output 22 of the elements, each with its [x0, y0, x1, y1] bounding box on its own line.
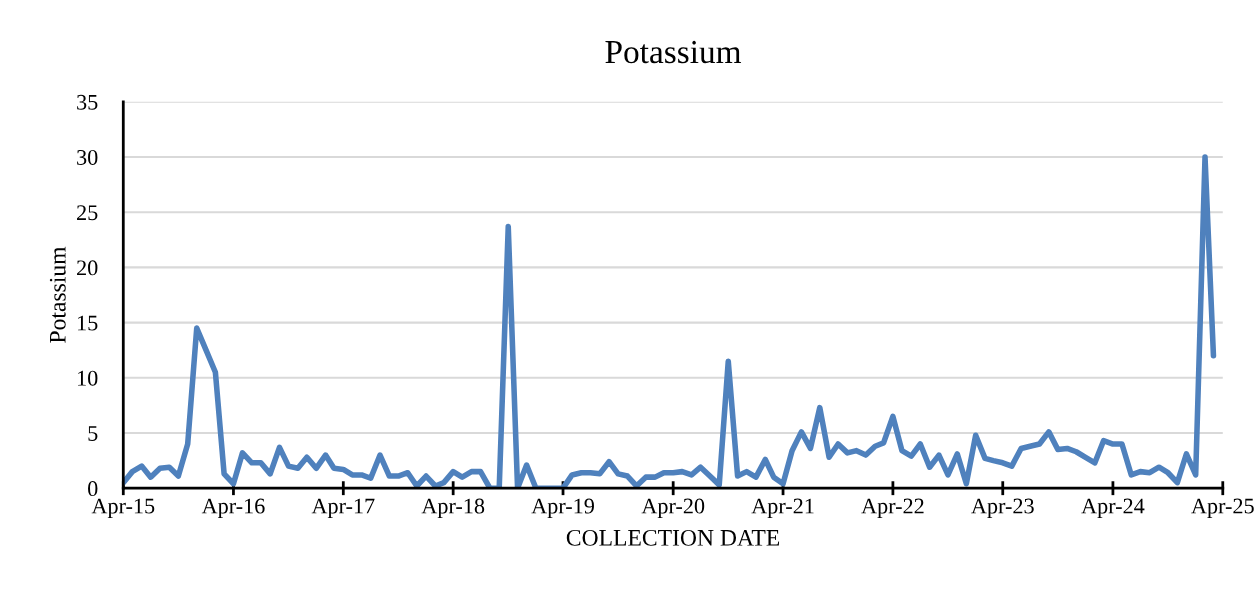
y-axis-title: Potassium — [49, 246, 66, 343]
y-tick-label: 20 — [77, 260, 98, 276]
x-tick-label: Apr-22 — [861, 498, 924, 519]
x-tick-label: Apr-19 — [531, 498, 594, 519]
x-axis-title: COLLECTION DATE — [566, 529, 780, 546]
y-tick-label: 0 — [88, 481, 98, 497]
y-tick-label: 10 — [78, 370, 98, 386]
x-tick-label: Apr-20 — [641, 498, 705, 519]
x-tick-label: Apr-15 — [91, 498, 155, 519]
chart-title: Potassium — [605, 40, 742, 64]
y-tick-label: 25 — [77, 205, 98, 221]
x-tick-label: Apr-18 — [421, 498, 485, 519]
x-tick-label: Apr-23 — [971, 498, 1034, 519]
x-tick-label: Apr-25 — [1191, 498, 1254, 519]
x-tick-label: Apr-21 — [751, 498, 814, 519]
x-tick-label: Apr-17 — [311, 498, 375, 519]
y-tick-label: 30 — [77, 149, 98, 165]
x-tick-label: Apr-24 — [1081, 498, 1145, 519]
y-tick-label: 5 — [88, 426, 98, 441]
y-tick-label: 35 — [77, 94, 98, 110]
x-tick-label: Apr-16 — [201, 498, 265, 519]
y-tick-label: 15 — [78, 315, 98, 331]
